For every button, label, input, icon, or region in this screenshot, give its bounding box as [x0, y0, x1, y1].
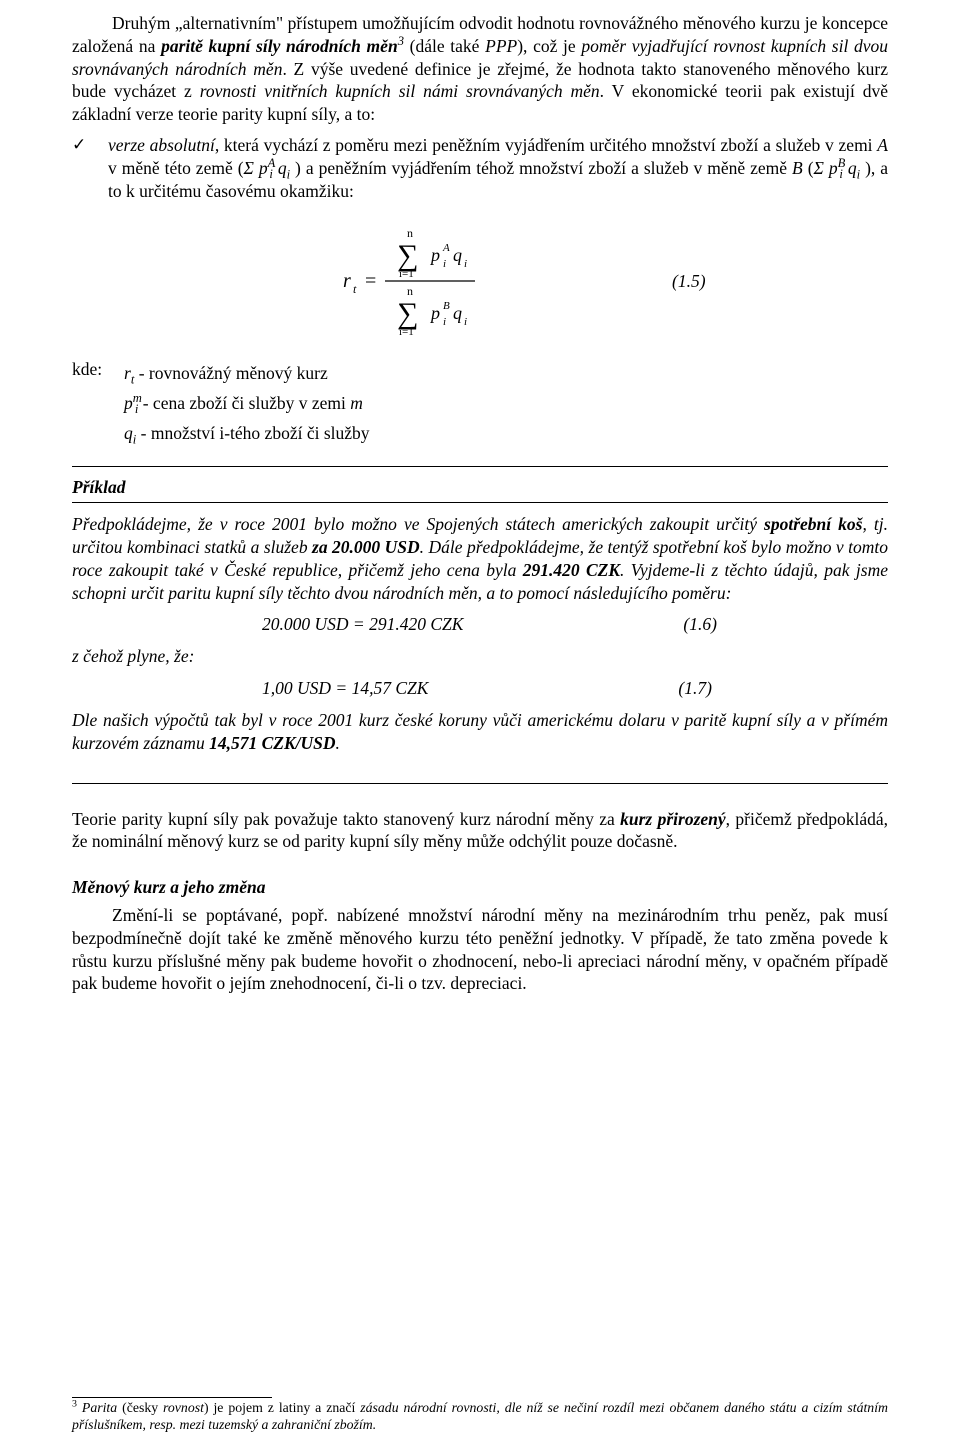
- eq16-num: (1.6): [683, 614, 717, 635]
- f-p-top: p: [429, 245, 440, 265]
- bullet-seg2: , která vychází z poměru mezi peněžním v…: [215, 135, 877, 155]
- bullet-sigma2: Σ p: [814, 158, 838, 178]
- check-list: verze absolutní, která vychází z poměru …: [72, 134, 888, 203]
- where-line-1: rt - rovnovážný měnový kurz: [124, 359, 370, 389]
- footnote-separator: [72, 1397, 272, 1398]
- example-heading: Příklad: [72, 477, 888, 498]
- bullet-A: A: [877, 135, 888, 155]
- f-q-top: q: [453, 245, 462, 265]
- wl2-rest: - cena zboží či služby v zemi: [138, 393, 350, 413]
- fn-s4: ) je pojem z latiny a značí: [204, 1400, 360, 1415]
- eq16-text: 20.000 USD = 291.420 CZK: [262, 614, 463, 635]
- bullet-seg5: ) a peněžním vyjádřením téhož množství z…: [290, 158, 792, 178]
- example-para-1: Předpokládejme, že v roce 2001 bylo možn…: [72, 513, 888, 604]
- f-t: t: [353, 282, 357, 296]
- formula-1-5-svg-wrap: r t = n ∑ i=1 p A i q i: [332, 221, 492, 341]
- where-line-2: pmi - cena zboží či služby v zemi m: [124, 389, 370, 419]
- formula-1-5-number: (1.5): [672, 271, 706, 292]
- f-eq: =: [365, 270, 376, 292]
- p1-seg3: (dále také: [404, 36, 485, 56]
- wl1-r: r: [124, 363, 131, 383]
- f-q-bot: q: [453, 303, 462, 323]
- p1-seg8: rovnosti vnitřních kupních sil námi srov…: [200, 81, 600, 101]
- section-title: Měnový kurz a jeho změna: [72, 877, 888, 898]
- bullet-seg6: (: [803, 158, 814, 178]
- eq17-num: (1.7): [678, 678, 712, 699]
- bullet-B: B: [792, 158, 803, 178]
- exc-s3: .: [335, 733, 339, 753]
- wl2-p: p: [124, 393, 133, 413]
- example-conclusion: Dle našich výpočtů tak byl v roce 2001 k…: [72, 709, 888, 755]
- f-n-top: n: [407, 226, 413, 240]
- page-root: Druhým „alternativním" přístupem umožňuj…: [0, 0, 960, 1456]
- example-mid: z čehož plyne, že:: [72, 645, 888, 668]
- fn-s2: (česky: [117, 1400, 163, 1415]
- divider-after-example: [72, 783, 888, 784]
- equation-1-6: 20.000 USD = 291.420 CZK (1.6): [72, 614, 888, 635]
- divider-top: [72, 466, 888, 467]
- f-B-bot: B: [443, 300, 450, 312]
- f-r: r: [343, 270, 351, 292]
- paragraph-1: Druhým „alternativním" přístupem umožňuj…: [72, 12, 888, 126]
- f-i1-top: i=1: [399, 268, 414, 280]
- p2-s1: Teorie parity kupní síly pak považuje ta…: [72, 809, 620, 829]
- footnote-area: 3 Parita (česky rovnost) je pojem z lati…: [72, 1397, 888, 1434]
- f-i-bot2: i: [464, 316, 467, 328]
- paragraph-2: Teorie parity kupní síly pak považuje ta…: [72, 808, 888, 854]
- wl3-q: q: [124, 423, 133, 443]
- p1-seg5: ), což je: [517, 36, 581, 56]
- f-p-bot: p: [429, 303, 440, 323]
- f-i1-bot: i=1: [399, 326, 414, 338]
- paragraph-3: Změní-li se poptávané, popř. nabízené mn…: [72, 904, 888, 995]
- eq17-text: 1,00 USD = 14,57 CZK: [262, 678, 428, 699]
- p1-seg4: PPP: [485, 36, 517, 56]
- f-i-top1: i: [443, 258, 446, 270]
- formula-1-5-block: r t = n ∑ i=1 p A i q i: [72, 221, 888, 341]
- exp1-s6: 291.420 CZK: [523, 560, 620, 580]
- exc-s2: 14,571 CZK/USD: [209, 733, 335, 753]
- divider-bottom: [72, 502, 888, 503]
- bullet-seg3: v měně této země (: [108, 158, 244, 178]
- wl1-rest: - rovnovážný měnový kurz: [134, 363, 327, 383]
- formula-1-5-row: r t = n ∑ i=1 p A i q i: [72, 221, 888, 341]
- f-n-bot: n: [407, 284, 413, 298]
- equation-1-7: 1,00 USD = 14,57 CZK (1.7): [72, 678, 888, 699]
- p3-text: Změní-li se poptávané, popř. nabízené mn…: [72, 905, 888, 993]
- footnote-3: 3 Parita (česky rovnost) je pojem z lati…: [72, 1400, 888, 1434]
- f-i-bot1: i: [443, 316, 446, 328]
- where-block: kde: rt - rovnovážný měnový kurz pmi - c…: [72, 359, 888, 448]
- exp1-s1: Předpokládejme, že v roce 2001 bylo možn…: [72, 514, 764, 534]
- bullet-sigma1: Σ p: [244, 158, 268, 178]
- p1-seg2: paritě kupní síly národních měn: [161, 36, 398, 56]
- exc-s1: Dle našich výpočtů tak byl v roce 2001 k…: [72, 710, 888, 753]
- where-lines: rt - rovnovážný měnový kurz pmi - cena z…: [124, 359, 370, 448]
- bullet-q2: q: [843, 158, 857, 178]
- formula-1-5-svg: r t = n ∑ i=1 p A i q i: [337, 221, 487, 341]
- p2-s2: kurz přirozený: [620, 809, 726, 829]
- bullet-q1: q: [273, 158, 287, 178]
- fn-s3: rovnost: [163, 1400, 204, 1415]
- where-label: kde:: [72, 359, 124, 448]
- exp1-s2: spotřební koš: [764, 514, 862, 534]
- f-A-top: A: [442, 242, 450, 254]
- wl2-m2: m: [350, 393, 363, 413]
- check-list-item: verze absolutní, která vychází z poměru …: [72, 134, 888, 203]
- bullet-seg1: verze absolutní: [108, 135, 215, 155]
- exp1-s4: za 20.000 USD: [312, 537, 420, 557]
- wl3-rest: - množství i-tého zboží či služby: [136, 423, 369, 443]
- f-i-top2: i: [464, 258, 467, 270]
- where-line-3: qi - množství i-tého zboží či služby: [124, 419, 370, 449]
- fn-s1: Parita: [77, 1400, 117, 1415]
